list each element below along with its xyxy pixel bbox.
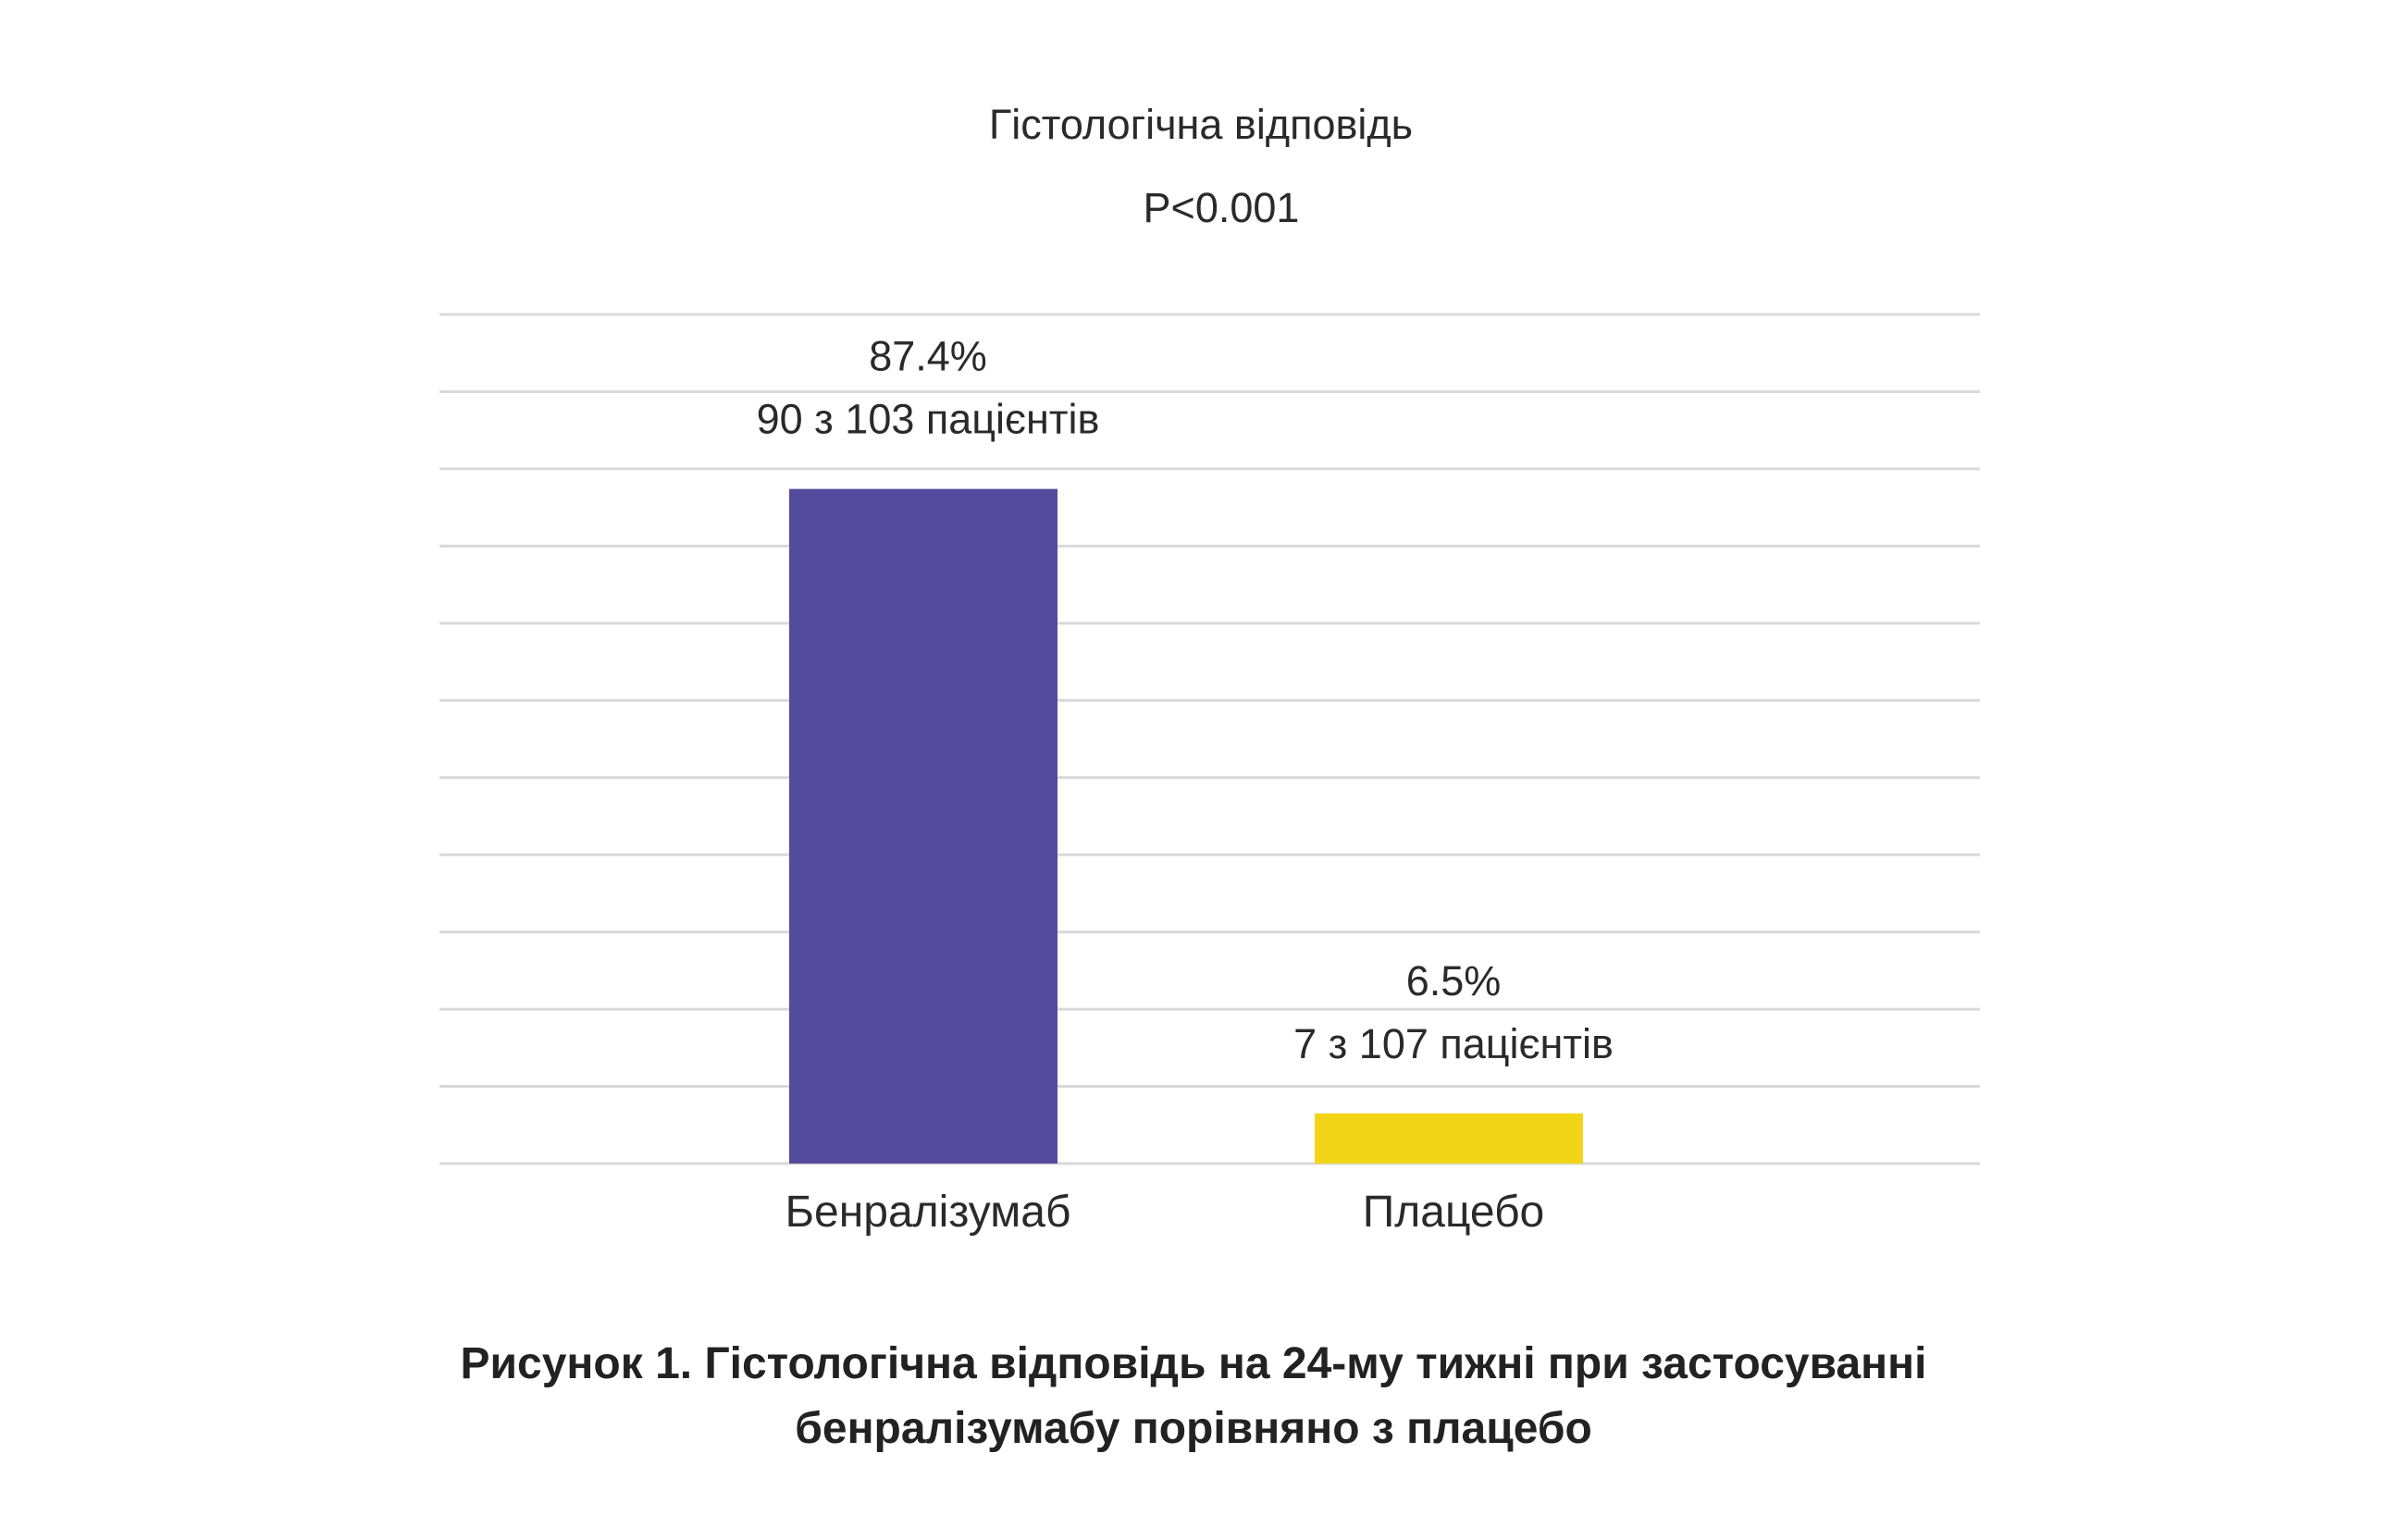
count-label: 7 з 107 пацієнтів	[1293, 1020, 1614, 1067]
caption-line-1: Рисунок 1. Гістологічна відповідь на 24-…	[460, 1339, 1927, 1388]
bar-1	[789, 488, 1057, 1164]
data-labels: 87.4% 90 з 103 пацієнтів 6.5% 7 з 107 паціє…	[757, 333, 1614, 1067]
chart-title: Гістологічна відповідь	[989, 101, 1413, 148]
value-label: 87.4%	[869, 333, 987, 380]
category-label: Плацебо	[1363, 1188, 1545, 1237]
gridlines	[439, 313, 1980, 1165]
value-label: 6.5%	[1406, 957, 1502, 1004]
figure-caption: Рисунок 1. Гістологічна відповідь на 24-…	[268, 1332, 2119, 1461]
count-label: 90 з 103 пацієнтів	[757, 396, 1100, 443]
bars	[789, 488, 1583, 1164]
category-label: Бенралізумаб	[785, 1188, 1071, 1237]
caption-line-2: бенралізумабу порівняно з плацебо	[795, 1404, 1592, 1453]
bar-2	[1315, 1113, 1583, 1164]
chart-subtitle: P<0.001	[1144, 184, 1300, 231]
category-labels: Бенралізумаб Плацебо	[785, 1188, 1545, 1237]
